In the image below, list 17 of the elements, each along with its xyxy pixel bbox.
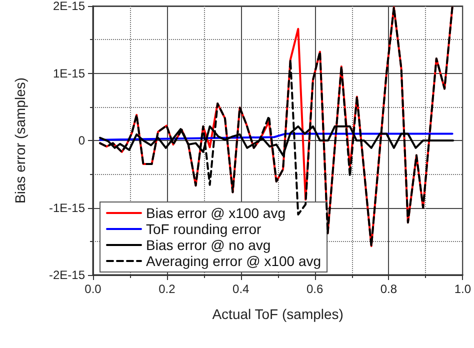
y-tick-label: -2E-15 <box>48 268 86 282</box>
x-tick-label: 0.2 <box>158 282 176 296</box>
x-tick-label: 0.4 <box>232 282 250 296</box>
legend-label: ToF rounding error <box>146 221 262 237</box>
x-tick-label: 0.0 <box>84 282 102 296</box>
y-tick-label: 0 <box>78 134 86 148</box>
x-tick-label: 0.8 <box>380 282 398 296</box>
legend-label: Bias error @ x100 avg <box>146 205 286 221</box>
y-tick-label: 1E-15 <box>52 66 86 80</box>
x-tick-label: 0.6 <box>306 282 324 296</box>
x-tick-label: 1.0 <box>454 282 472 296</box>
legend-label: Averaging error @ x100 avg <box>146 253 322 269</box>
x-axis-title: Actual ToF (samples) <box>212 306 344 322</box>
y-tick-label: 2E-15 <box>52 0 86 13</box>
y-tick-label: -1E-15 <box>48 200 86 215</box>
legend-label: Bias error @ no avg <box>146 237 271 253</box>
y-axis-title: Bias error (samples) <box>12 77 28 204</box>
